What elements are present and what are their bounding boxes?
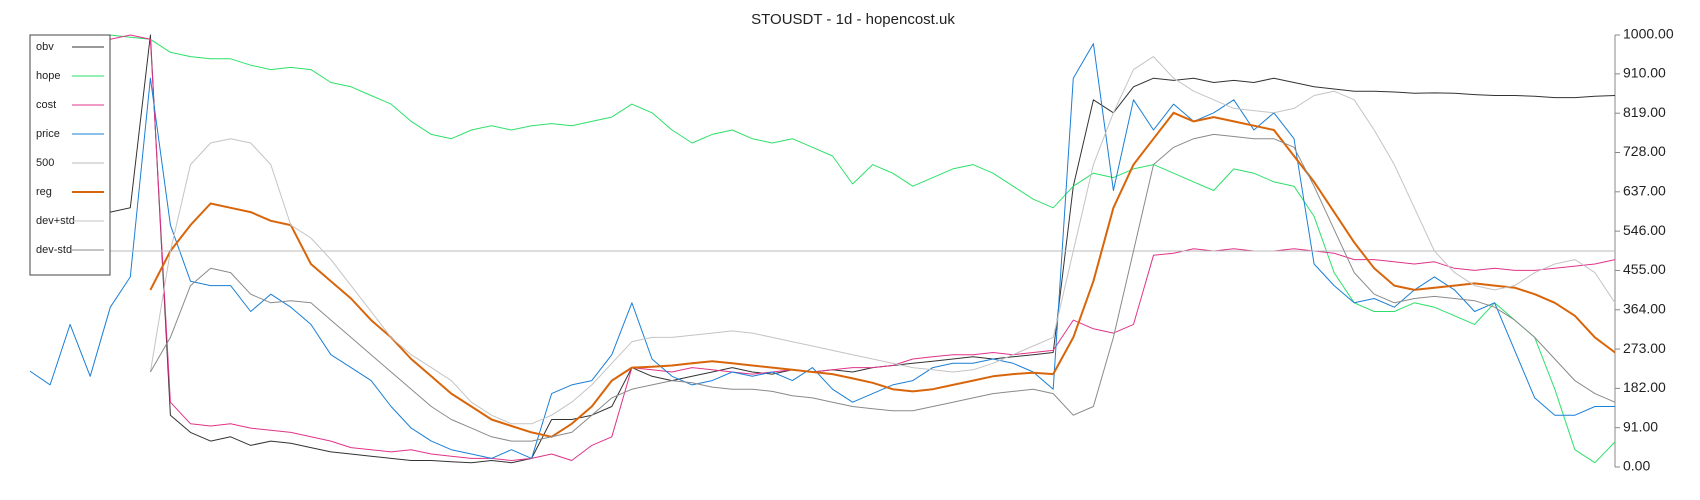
y-tick-label: 546.00 xyxy=(1623,222,1666,238)
y-tick-label: 364.00 xyxy=(1623,300,1666,316)
y-tick-label: 728.00 xyxy=(1623,143,1666,159)
y-tick-label: 910.00 xyxy=(1623,65,1666,81)
series-line xyxy=(149,111,1616,438)
legend-label: cost xyxy=(36,99,56,111)
series-line xyxy=(29,34,1616,464)
y-tick-label: 182.00 xyxy=(1623,379,1666,395)
legend-box xyxy=(29,34,111,276)
series-line xyxy=(29,34,1616,464)
y-tick-label: 1000.00 xyxy=(1623,26,1674,42)
y-tick-label: 91.00 xyxy=(1623,418,1658,434)
series-line xyxy=(29,43,1615,459)
y-tick-label: 637.00 xyxy=(1623,183,1666,199)
legend-label: obv xyxy=(36,41,54,53)
chart-title: STOUSDT - 1d - hopencost.uk xyxy=(751,11,955,28)
y-tick-label: 273.00 xyxy=(1623,340,1666,356)
y-tick-label: 0.00 xyxy=(1623,458,1650,474)
legend-label: reg xyxy=(36,186,52,198)
legend: obv hope cost price 500 reg dev+std dev-std xyxy=(29,34,111,276)
y-tick-label: 455.00 xyxy=(1623,261,1666,277)
legend-label: hope xyxy=(36,70,60,82)
series-line xyxy=(149,133,1616,442)
legend-label: dev-std xyxy=(36,244,72,256)
legend-label: price xyxy=(36,128,60,140)
y-tick-label: 819.00 xyxy=(1623,104,1666,120)
legend-label: dev+std xyxy=(36,215,75,227)
legend-label: 500 xyxy=(36,157,54,169)
series-line xyxy=(149,56,1616,425)
series-line xyxy=(29,34,1616,461)
